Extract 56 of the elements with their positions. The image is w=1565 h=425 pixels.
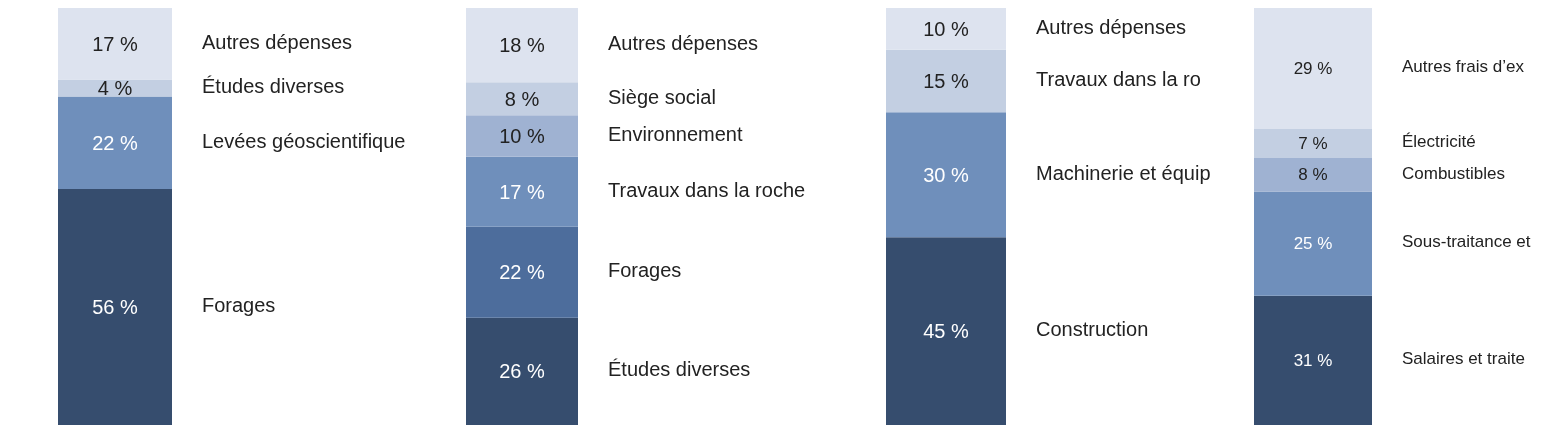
data-label: 8 % (504, 87, 540, 110)
data-label: 22 % (499, 261, 546, 284)
bar (58, 8, 172, 80)
bar (886, 49, 1006, 113)
data-label: 7 % (1298, 134, 1328, 154)
series-label: Levées géoscientifique (202, 129, 406, 152)
series-label: Travaux dans la roche (608, 178, 806, 201)
bar (1254, 158, 1372, 192)
series-label: Sous-traitance et (1402, 232, 1531, 252)
data-label: 17 % (499, 180, 546, 203)
bar (58, 189, 172, 425)
bar (1254, 8, 1372, 129)
bar (466, 8, 578, 83)
series-label: Autres dépenses (1036, 15, 1187, 38)
data-label: 8 % (1298, 165, 1328, 185)
bar (58, 96, 172, 190)
bar (466, 226, 578, 318)
series-label: Combustibles (1402, 163, 1505, 183)
series-label: Études diverses (202, 75, 345, 98)
data-label: 56 % (92, 296, 139, 319)
bar (466, 82, 578, 116)
series-label: Forages (202, 294, 276, 317)
data-label: 26 % (499, 360, 546, 383)
series-label: Siège social (608, 85, 716, 108)
data-label: 15 % (923, 69, 970, 92)
series-label: Salaires et traite (1402, 349, 1525, 369)
bar (886, 237, 1006, 425)
series-label: Autres dépenses (202, 30, 353, 53)
series-label: Travaux dans la ro (1036, 67, 1201, 90)
data-label: 4 % (97, 77, 133, 100)
series-label: Études diverses (608, 358, 751, 381)
bar (1254, 295, 1372, 425)
bar (466, 317, 578, 425)
bar (466, 115, 578, 157)
series-label: Autres frais d’ex (1402, 57, 1525, 77)
data-label: 30 % (923, 163, 970, 186)
series-label: Construction (1036, 318, 1149, 341)
bar (1254, 128, 1372, 159)
series-label: Environnement (608, 122, 743, 145)
data-label: 25 % (1293, 234, 1333, 254)
series-label: Forages (608, 259, 682, 282)
data-label: 29 % (1293, 58, 1333, 78)
data-label: 10 % (499, 124, 546, 147)
data-label: 17 % (92, 32, 139, 55)
series-label: Électricité (1402, 132, 1476, 152)
data-label: 18 % (499, 34, 546, 57)
data-label: 22 % (92, 131, 139, 154)
bar (886, 8, 1006, 50)
bar (1254, 191, 1372, 296)
bar (886, 112, 1006, 238)
series-label: Machinerie et équip (1036, 161, 1211, 184)
data-label: 31 % (1293, 350, 1333, 370)
series-label: Autres dépenses (608, 32, 759, 55)
data-label: 45 % (923, 320, 970, 343)
data-label: 10 % (923, 17, 970, 40)
bar (466, 156, 578, 227)
